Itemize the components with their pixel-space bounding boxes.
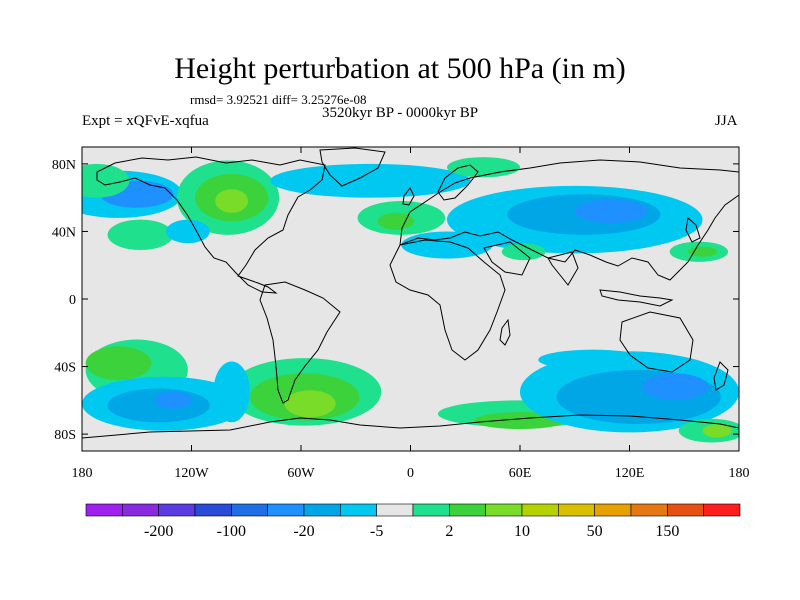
coastline-north-america	[96, 156, 326, 294]
coastline-australia	[619, 311, 694, 373]
coastline-antarctica	[82, 414, 739, 439]
coastline-arabia	[483, 241, 531, 276]
colorbar: -200 -100 -20 -5 2 10 50 150	[85, 503, 741, 540]
colorbar-label: -20	[293, 523, 314, 540]
plot-title: Height perturbation at 500 hPa (in m)	[174, 52, 626, 85]
coastline-japan	[685, 217, 701, 243]
coastline-british-isles	[402, 187, 415, 206]
coastline-indonesia	[599, 289, 674, 307]
colorbar-swatch	[122, 503, 159, 517]
colorbar-swatch	[376, 503, 414, 517]
longitude-axis: 180 120W 60W 0 60E 120E 180	[72, 147, 750, 481]
colorbar-swatch	[412, 503, 450, 517]
lat-tick-label: 80N	[52, 158, 76, 173]
latitude-axis: 80N 40N 0 40S 80S	[52, 158, 739, 443]
experiment-text: Expt = xQFvE-xqfua	[82, 113, 209, 129]
colorbar-label: -200	[144, 523, 173, 540]
colorbar-label: 50	[587, 523, 603, 540]
anomaly-region-north-america-positive-peak	[215, 189, 249, 213]
colorbar-label: 150	[655, 523, 679, 540]
colorbar-swatch	[194, 503, 232, 517]
lat-tick-label: 80S	[54, 428, 76, 443]
colorbar-swatch	[231, 503, 268, 517]
anomaly-region-south-pacific-negative-deep	[155, 391, 192, 409]
anomaly-region-arctic-positive	[447, 157, 520, 178]
anomaly-region-us-west-negative	[165, 219, 210, 244]
anomaly-region-europe-positive-core	[377, 212, 415, 230]
lon-tick-label: 60W	[287, 466, 315, 481]
coastline-scandinavia	[437, 164, 479, 201]
coastline-india	[547, 251, 579, 286]
coastline-south-america	[259, 281, 341, 404]
anomaly-region-mediterranean-negative	[401, 231, 493, 259]
anomaly-region-alaska-positive	[82, 163, 130, 198]
lon-tick-label: 180	[729, 466, 750, 481]
anomaly-region-ross-sea-positive-core	[702, 423, 732, 438]
anomaly-region-west-asia-positive	[501, 243, 546, 261]
season-text: JJA	[715, 113, 738, 129]
colorbar-swatch	[485, 503, 523, 517]
anomaly-region-south-atlantic-positive-peak	[284, 390, 336, 418]
period-text: 3520kyr BP - 0000kyr BP	[322, 105, 479, 121]
lon-tick-label: 120W	[174, 466, 209, 481]
anomaly-region-east-pacific-positive	[107, 219, 174, 251]
coastline-eurasia	[399, 159, 739, 281]
stats-text: rmsd= 3.92521 diff= 3.25276e-08	[190, 92, 367, 107]
anomaly-region-southern-ocean-negative-deep	[642, 373, 708, 401]
map-plot-area	[82, 147, 739, 451]
colorbar-swatch	[449, 503, 486, 517]
lon-tick-label: 60E	[509, 466, 532, 481]
lat-tick-label: 0	[69, 293, 76, 308]
anomaly-region-atlantic-negative	[269, 163, 471, 198]
colorbar-label: 2	[445, 523, 453, 540]
colorbar-swatch	[594, 503, 632, 517]
anomaly-region-south-america-west-negative	[213, 361, 250, 423]
colorbar-swatch	[558, 503, 595, 517]
coastline-madagascar	[499, 318, 511, 346]
colorbar-swatch	[340, 503, 377, 517]
anomaly-region-south-pacific-positive-core	[85, 346, 152, 381]
colorbar-swatch	[158, 503, 196, 517]
coastline-greenland	[319, 147, 386, 187]
anomaly-fields	[82, 157, 739, 443]
colorbar-label: -100	[217, 523, 246, 540]
coastline-new-zealand	[713, 361, 729, 391]
colorbar-label: -5	[370, 523, 383, 540]
colorbar-swatch	[303, 503, 341, 517]
colorbar-swatch	[630, 503, 668, 517]
colorbar-swatch	[667, 503, 704, 517]
colorbar-swatch	[85, 503, 123, 517]
lon-tick-label: 0	[407, 466, 414, 481]
coastline-africa	[389, 239, 506, 361]
lat-tick-label: 40N	[52, 225, 76, 240]
colorbar-label: 10	[514, 523, 530, 540]
lat-tick-label: 40S	[54, 361, 76, 376]
lon-tick-label: 120E	[615, 466, 645, 481]
colorbar-swatch	[521, 503, 559, 517]
anomaly-region-australia-negative	[538, 349, 648, 370]
lon-tick-label: 180	[72, 466, 93, 481]
colorbar-swatch	[267, 503, 305, 517]
colorbar-swatch	[703, 503, 741, 517]
coastlines	[82, 147, 739, 439]
anomaly-region-eurasia-negative-deep	[574, 199, 648, 223]
